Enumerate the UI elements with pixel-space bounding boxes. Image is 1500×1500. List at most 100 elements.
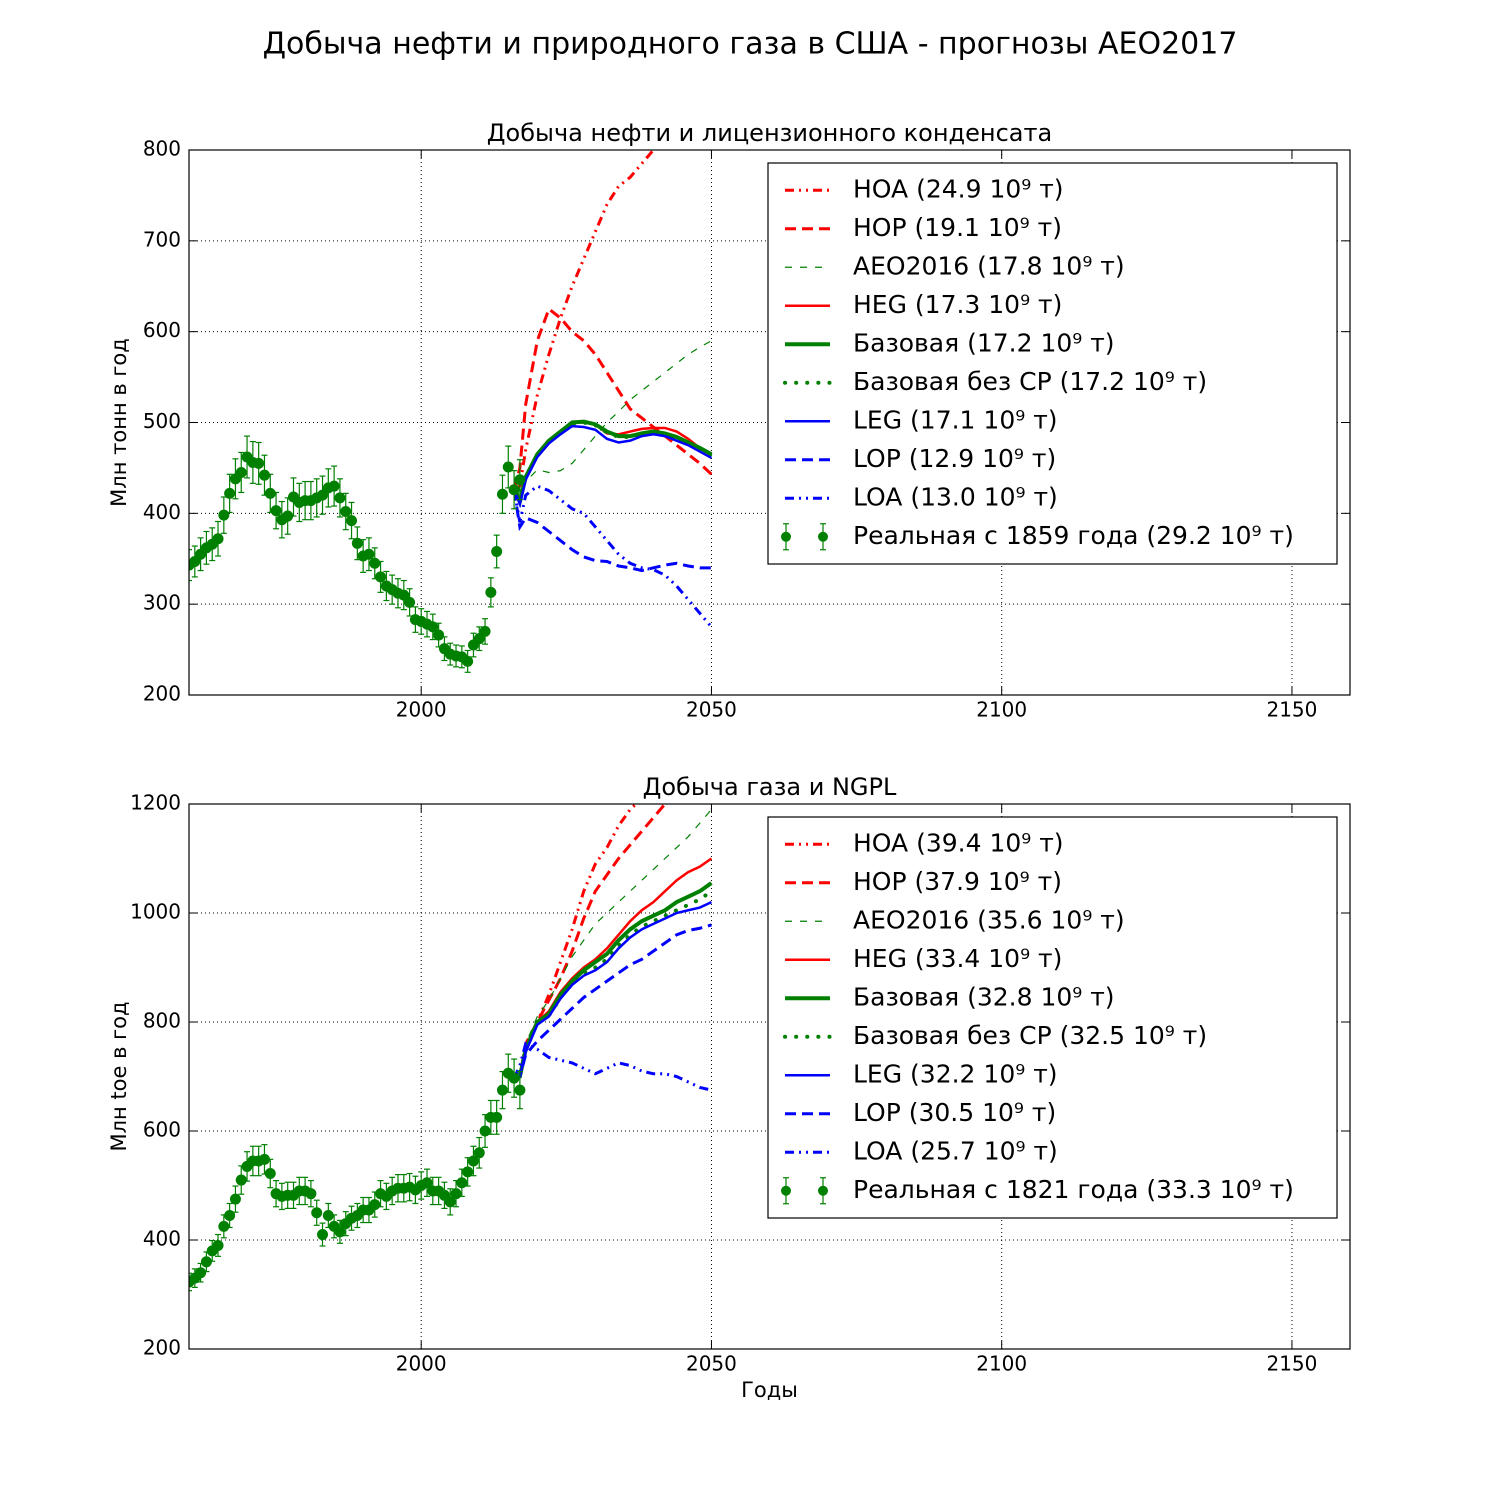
series-line — [512, 424, 713, 509]
y-tick-label: 400 — [143, 500, 181, 524]
x-tick-label: 2000 — [396, 698, 447, 722]
data-point — [334, 1226, 346, 1238]
plot-area — [189, 804, 714, 1292]
subplot-title: Добыча газа и NGPL — [643, 773, 897, 801]
data-point — [189, 555, 201, 567]
x-tick-label: 2050 — [686, 1352, 737, 1376]
legend-label: Реальная с 1821 года (33.3 10⁹ т) — [853, 1175, 1294, 1204]
data-point — [363, 548, 375, 560]
data-point — [508, 1072, 520, 1084]
data-point — [473, 633, 485, 645]
legend-label: HEG (17.3 10⁹ т) — [853, 290, 1062, 319]
y-tick-label: 1200 — [130, 791, 181, 815]
data-point — [224, 487, 236, 499]
legend-marker — [818, 1185, 828, 1196]
y-tick-label: 600 — [143, 1118, 181, 1142]
legend-label: Базовая (32.8 10⁹ т) — [853, 982, 1115, 1011]
y-tick-label: 300 — [143, 591, 181, 615]
data-point — [479, 1125, 491, 1137]
data-point — [375, 571, 387, 583]
x-tick-label: 2150 — [1266, 1352, 1317, 1376]
data-point — [467, 1155, 479, 1167]
data-point — [340, 506, 352, 518]
series-line — [512, 306, 713, 491]
data-point — [224, 1209, 236, 1221]
x-tick-label: 2050 — [686, 698, 737, 722]
y-tick-label: 800 — [143, 1009, 181, 1033]
plot-area — [189, 150, 714, 673]
legend-marker — [781, 1185, 791, 1196]
data-point — [264, 487, 276, 499]
data-point — [328, 480, 340, 492]
data-point — [317, 489, 329, 501]
data-point — [351, 537, 363, 549]
data-point — [496, 488, 508, 500]
data-point — [346, 515, 358, 527]
legend: HOA (24.9 10⁹ т) HOP (19.1 10⁹ т) AEO2016 … — [767, 162, 1338, 565]
legend-label: Базовая без CP (17.2 10⁹ т) — [853, 367, 1207, 396]
subplot-title: Добыча нефти и лицензионного конденсата — [487, 119, 1052, 147]
data-point — [485, 586, 497, 598]
series-line — [513, 809, 712, 1079]
y-tick-label: 1000 — [130, 900, 181, 924]
series-line — [512, 489, 712, 573]
data-point — [491, 545, 503, 557]
data-point — [195, 1267, 207, 1279]
data-point — [212, 533, 224, 545]
data-point — [398, 589, 410, 601]
y-tick-label: 200 — [143, 1336, 181, 1360]
data-point — [253, 457, 265, 469]
series-line — [513, 340, 712, 497]
data-point — [491, 1111, 503, 1123]
legend-label: HOP (37.9 10⁹ т) — [853, 867, 1062, 896]
legend-label: HOA (39.4 10⁹ т) — [853, 828, 1064, 857]
data-point — [311, 1207, 323, 1219]
series-line — [513, 804, 667, 1080]
legend-label: Базовая без CP (32.5 10⁹ т) — [853, 1021, 1207, 1050]
series-line — [512, 889, 714, 1081]
data-point — [456, 1177, 468, 1189]
legend-label: LEG (32.2 10⁹ т) — [853, 1059, 1058, 1088]
legend-box — [767, 816, 1338, 1219]
legend-marker — [781, 531, 791, 542]
data-point — [421, 1177, 433, 1189]
data-point — [473, 1147, 485, 1159]
axes-frame — [188, 803, 1351, 1350]
figure-title: Добыча нефти и природного газа в США - п… — [263, 27, 1238, 62]
y-tick-label: 400 — [143, 1227, 181, 1251]
axes-frame — [188, 149, 1351, 696]
y-tick-label: 800 — [143, 137, 181, 161]
legend-label: Реальная с 1859 года (29.2 10⁹ т) — [853, 521, 1294, 550]
series-line — [512, 484, 713, 628]
data-point — [404, 596, 416, 608]
legend-label: LOA (25.7 10⁹ т) — [853, 1136, 1058, 1165]
x-tick-label: 2150 — [1266, 698, 1317, 722]
data-point — [317, 1229, 329, 1241]
series-line — [512, 420, 714, 507]
y-tick-label: 600 — [143, 318, 181, 342]
y-tick-label: 200 — [143, 682, 181, 706]
data-point — [479, 625, 491, 637]
legend-label: AEO2016 (17.8 10⁹ т) — [853, 251, 1125, 280]
data-point — [450, 1188, 462, 1200]
data-point — [433, 629, 445, 641]
data-point — [218, 1220, 230, 1232]
data-point — [264, 1168, 276, 1180]
data-point — [514, 1084, 526, 1096]
data-point — [258, 469, 270, 481]
legend-label: AEO2016 (35.6 10⁹ т) — [853, 905, 1125, 934]
legend-label: LOP (30.5 10⁹ т) — [853, 1098, 1056, 1127]
legend-label: LOA (13.0 10⁹ т) — [853, 482, 1058, 511]
y-axis-label: Млн тонн в год — [107, 338, 131, 507]
data-point — [235, 466, 247, 478]
x-tick-label: 2100 — [976, 1352, 1027, 1376]
series-line — [513, 150, 656, 491]
data-point — [235, 1174, 247, 1186]
series-line — [513, 857, 713, 1080]
legend-box — [767, 162, 1338, 565]
data-point — [462, 1166, 474, 1178]
legend-label: Базовая (17.2 10⁹ т) — [853, 328, 1115, 357]
legend-label: LEG (17.1 10⁹ т) — [853, 405, 1058, 434]
series-line — [513, 923, 712, 1080]
